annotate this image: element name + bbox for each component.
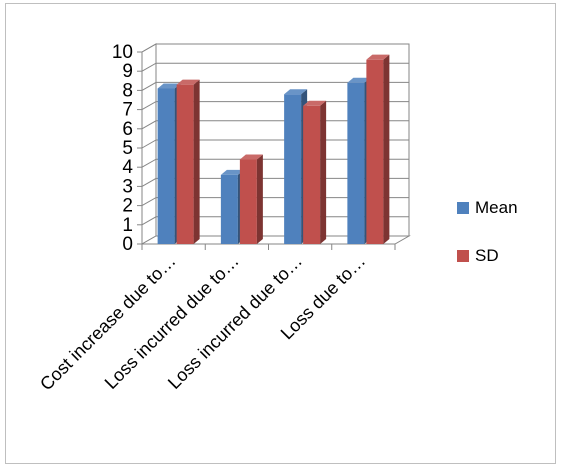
- y-tick-label: 8: [122, 80, 133, 101]
- gridline: [141, 43, 409, 53]
- gridline: [141, 62, 409, 72]
- legend: Mean SD: [457, 198, 518, 265]
- y-tick-label: 3: [122, 176, 133, 197]
- y-tick-label: 0: [122, 234, 133, 255]
- gridline: [141, 81, 409, 91]
- bar-sd: [239, 154, 263, 244]
- legend-swatch: [457, 250, 469, 262]
- legend-swatch: [457, 202, 469, 214]
- y-tick-label: 7: [122, 100, 133, 121]
- x-axis-labels: Cost increase due to…Loss incurred due t…: [36, 244, 396, 394]
- bar-sd: [176, 79, 200, 244]
- bar-sd: [303, 100, 327, 244]
- legend-label: SD: [475, 246, 499, 265]
- bar-sd: [366, 54, 390, 245]
- y-tick-label: 4: [122, 157, 133, 178]
- bars: [157, 54, 390, 245]
- y-tick-label: 5: [122, 138, 133, 159]
- legend-label: Mean: [475, 198, 518, 217]
- y-tick-label: 6: [122, 119, 133, 140]
- y-tick-label: 10: [112, 42, 133, 63]
- y-tick-label: 9: [122, 61, 133, 82]
- legend-item-sd: SD: [457, 246, 499, 265]
- legend-item-mean: Mean: [457, 198, 518, 217]
- y-tick-label: 1: [122, 215, 133, 236]
- y-tick-label: 2: [122, 196, 133, 217]
